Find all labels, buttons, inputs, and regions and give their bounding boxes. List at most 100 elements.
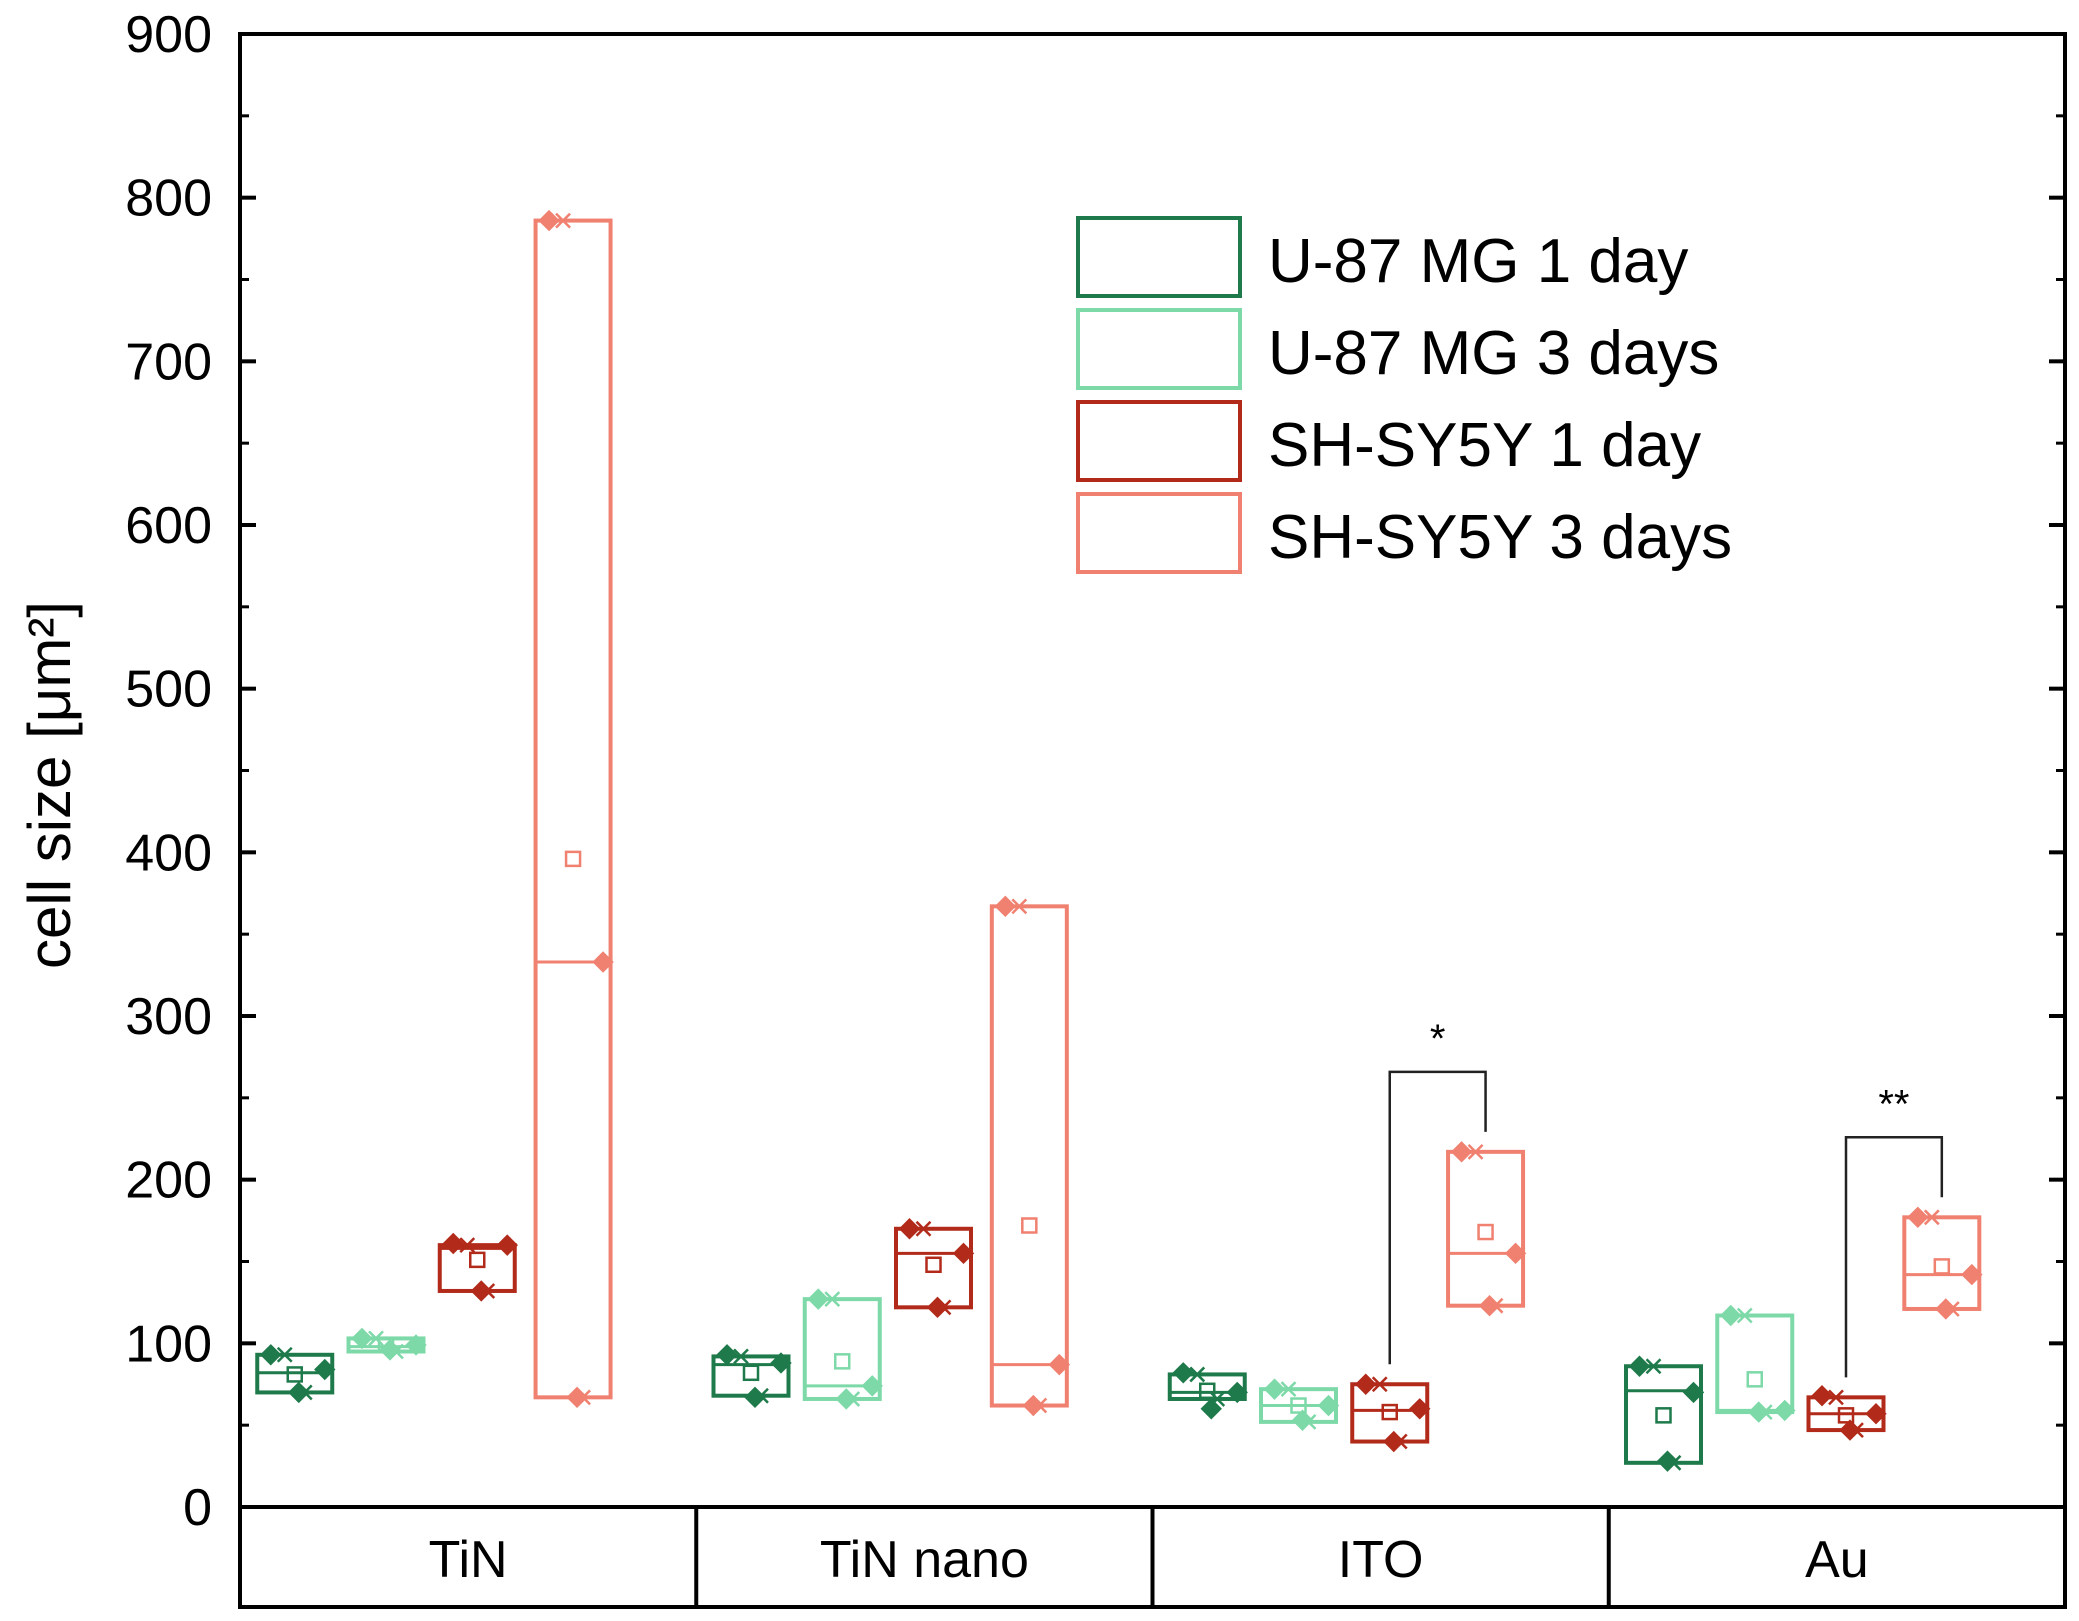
mean-marker xyxy=(1381,1403,1398,1421)
data-point xyxy=(1355,1373,1377,1395)
data-point xyxy=(1478,1294,1501,1317)
data-point xyxy=(1048,1353,1071,1376)
data-point xyxy=(926,1296,949,1319)
mean-marker xyxy=(925,1256,942,1274)
significance-bracket xyxy=(1844,1136,1944,1378)
data-point xyxy=(288,1381,310,1404)
data-point xyxy=(770,1352,792,1374)
data-point xyxy=(592,951,614,973)
legend-swatch xyxy=(1076,492,1242,574)
mean-marker xyxy=(742,1364,760,1382)
extreme-marker xyxy=(1923,1209,1940,1226)
data-point xyxy=(1811,1384,1833,1407)
box-0-3 xyxy=(1624,1355,1705,1472)
data-point xyxy=(1935,1298,1957,1320)
extreme-marker xyxy=(276,1346,293,1363)
mean-marker xyxy=(469,1251,486,1269)
data-point xyxy=(861,1375,883,1397)
data-point xyxy=(1022,1394,1045,1417)
box-0-2 xyxy=(1167,1362,1248,1420)
box-3-1 xyxy=(989,895,1071,1417)
box-rect xyxy=(1446,1149,1526,1308)
legend-swatch xyxy=(1076,308,1242,390)
extreme-marker xyxy=(753,1387,769,1404)
data-point xyxy=(405,1334,427,1356)
data-point xyxy=(1839,1419,1861,1441)
extreme-marker xyxy=(1011,898,1028,915)
extreme-marker xyxy=(733,1348,749,1365)
extreme-marker xyxy=(1031,1397,1048,1414)
mean-marker xyxy=(1837,1407,1855,1424)
data-point xyxy=(1774,1399,1796,1422)
box-rect xyxy=(533,218,613,1400)
data-point xyxy=(994,895,1017,918)
box-rect xyxy=(1902,1215,1982,1311)
extreme-marker xyxy=(1756,1404,1773,1420)
box-rect xyxy=(1624,1364,1703,1465)
data-point xyxy=(1504,1242,1527,1265)
category-label: TiN xyxy=(429,1531,508,1589)
extreme-marker xyxy=(555,212,571,229)
data-point xyxy=(379,1339,401,1361)
box-1-0 xyxy=(346,1327,427,1361)
extreme-marker xyxy=(1371,1376,1388,1393)
box-rect xyxy=(1715,1313,1795,1415)
extreme-marker xyxy=(1189,1366,1206,1383)
data-point xyxy=(1656,1450,1679,1472)
y-tick-label: 900 xyxy=(125,6,212,64)
extreme-marker xyxy=(459,1237,476,1254)
legend-swatch xyxy=(1076,400,1242,482)
extreme-marker xyxy=(1943,1301,1960,1317)
y-axis-title: cell size [μm²] xyxy=(16,601,83,969)
extreme-marker xyxy=(1645,1358,1662,1375)
data-point xyxy=(496,1234,518,1256)
data-point xyxy=(1383,1430,1405,1453)
significance-label: * xyxy=(1430,1017,1446,1061)
data-point xyxy=(470,1280,492,1302)
box-rect xyxy=(894,1226,973,1310)
box-1-1 xyxy=(802,1288,883,1410)
mean-marker xyxy=(286,1366,303,1383)
data-point xyxy=(1907,1206,1929,1229)
data-point xyxy=(1682,1381,1705,1404)
legend-label: U-87 MG 1 day xyxy=(1268,227,1688,296)
y-tick-label: 200 xyxy=(125,1152,212,1210)
data-point xyxy=(1317,1394,1340,1417)
y-tick-label: 0 xyxy=(183,1479,212,1537)
mean-marker xyxy=(1199,1382,1216,1400)
extreme-marker xyxy=(368,1330,384,1347)
extreme-marker xyxy=(1828,1389,1844,1406)
data-point xyxy=(716,1344,738,1366)
mean-marker xyxy=(1933,1258,1951,1275)
mean-marker xyxy=(1746,1371,1763,1388)
extreme-marker xyxy=(1487,1297,1504,1314)
legend-label: U-87 MG 3 days xyxy=(1268,319,1719,388)
extreme-marker xyxy=(1300,1414,1317,1430)
box-2-2 xyxy=(1350,1373,1431,1453)
mean-marker xyxy=(564,850,582,868)
extreme-marker xyxy=(935,1299,952,1316)
data-point xyxy=(898,1218,921,1240)
category-label: ITO xyxy=(1338,1531,1424,1589)
mean-marker xyxy=(834,1353,851,1370)
data-point xyxy=(835,1388,857,1410)
category-label: TiN nano xyxy=(820,1531,1029,1589)
data-point xyxy=(1961,1263,1983,1286)
data-point xyxy=(1200,1398,1222,1420)
box-1-2 xyxy=(1259,1378,1340,1431)
data-point xyxy=(351,1327,373,1350)
data-point xyxy=(1748,1401,1770,1423)
data-point xyxy=(1628,1355,1651,1377)
y-tick-label: 400 xyxy=(125,824,212,882)
y-tick-label: 100 xyxy=(125,1315,212,1373)
box-3-2 xyxy=(1446,1141,1527,1317)
box-2-3 xyxy=(1806,1384,1887,1441)
extreme-marker xyxy=(1280,1381,1297,1398)
data-point xyxy=(1291,1409,1314,1431)
extreme-marker xyxy=(824,1291,841,1308)
extreme-marker xyxy=(915,1220,932,1237)
data-point xyxy=(1450,1141,1473,1163)
y-tick-label: 500 xyxy=(125,661,212,719)
data-point xyxy=(1865,1403,1887,1425)
extreme-marker xyxy=(575,1389,591,1406)
